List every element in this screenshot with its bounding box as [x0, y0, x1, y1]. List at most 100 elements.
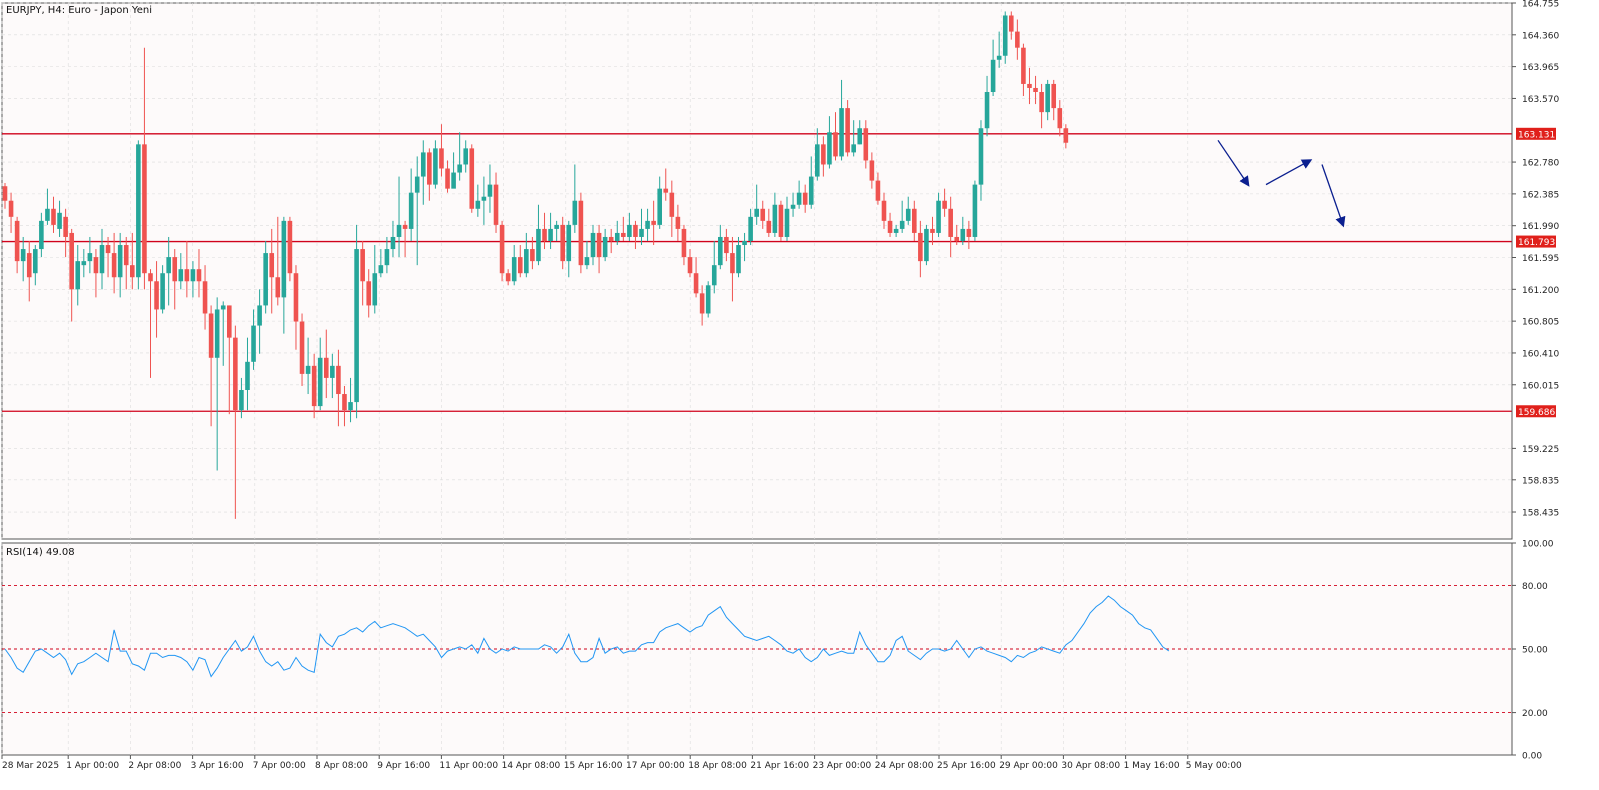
- rsi-title: RSI(14) 49.08: [6, 547, 75, 558]
- candle-body: [693, 273, 699, 294]
- candle-body: [912, 208, 917, 233]
- candle-body: [548, 228, 553, 241]
- candle-body: [875, 180, 881, 201]
- candle-body: [536, 228, 541, 262]
- level-badge: [1516, 405, 1556, 418]
- candle-body: [475, 200, 481, 209]
- candle-body: [166, 257, 171, 274]
- candle-body: [420, 152, 426, 177]
- candle-body: [742, 240, 747, 246]
- candle-body: [942, 200, 947, 209]
- candle-body: [493, 184, 499, 225]
- candle-body: [427, 152, 432, 185]
- candle-body: [936, 200, 941, 233]
- candle-body: [233, 337, 238, 411]
- candle-body: [954, 236, 960, 241]
- price-tick-label: 161.990: [1522, 222, 1559, 232]
- candle-body: [269, 253, 275, 278]
- candle-body: [705, 285, 711, 314]
- price-tick-label: 158.435: [1522, 509, 1559, 519]
- candle-body: [239, 389, 244, 411]
- price-tick-label: 159.225: [1522, 445, 1559, 455]
- candle-body: [821, 144, 826, 165]
- candle-body: [572, 200, 578, 225]
- candle-body: [948, 208, 953, 237]
- candle-body: [639, 228, 644, 237]
- candle-body: [554, 224, 559, 229]
- candle-body: [317, 357, 323, 407]
- candle-body: [802, 192, 808, 205]
- candle-body: [257, 305, 262, 326]
- candle-body: [1008, 15, 1014, 32]
- candle-body: [687, 257, 693, 274]
- candle-body: [178, 269, 184, 282]
- candle-body: [663, 188, 669, 193]
- time-tick-label: 29 Apr 00:00: [999, 761, 1058, 771]
- candle-body: [457, 164, 462, 173]
- time-tick-label: 11 Apr 00:00: [439, 761, 498, 771]
- candle-body: [433, 148, 438, 185]
- candle-body: [1045, 83, 1050, 113]
- time-tick-label: 2 Apr 08:00: [128, 761, 181, 771]
- time-tick-label: 3 Apr 16:00: [191, 761, 244, 771]
- horizontal-levels: [2, 133, 1512, 412]
- candle-body: [924, 228, 929, 262]
- rsi-tick-label: 50.00: [1522, 646, 1548, 656]
- price-tick-label: 160.410: [1522, 349, 1559, 359]
- candle-body: [530, 249, 535, 262]
- candle-body: [105, 245, 111, 254]
- rsi-tick-label: 80.00: [1522, 582, 1548, 592]
- candle-body: [293, 273, 299, 322]
- candle-body: [305, 365, 311, 374]
- candle-body: [511, 257, 517, 282]
- candle-body: [602, 236, 608, 258]
- candle-body: [33, 249, 38, 274]
- candle-body: [930, 228, 935, 233]
- time-tick-label: 23 Apr 00:00: [813, 761, 872, 771]
- candles: [2, 11, 1069, 519]
- candle-body: [378, 265, 384, 274]
- time-tick-label: 24 Apr 08:00: [875, 761, 934, 771]
- candle-body: [481, 196, 487, 201]
- candle-body: [14, 220, 20, 262]
- price-tick-label: 162.385: [1522, 190, 1559, 200]
- price-tick-label: 161.200: [1522, 286, 1559, 296]
- candle-body: [724, 236, 729, 254]
- candle-body: [99, 245, 105, 274]
- candle-body: [487, 184, 493, 197]
- candle-body: [517, 257, 523, 274]
- candle-body: [330, 365, 335, 378]
- candle-body: [342, 394, 347, 411]
- candle-body: [1021, 47, 1026, 84]
- candle-body: [1002, 15, 1008, 56]
- candle-body: [196, 269, 202, 282]
- candle-body: [220, 305, 226, 310]
- candle-body: [75, 261, 81, 290]
- candle-body: [51, 208, 56, 225]
- time-tick-label: 14 Apr 08:00: [502, 761, 561, 771]
- price-tick-label: 163.570: [1522, 95, 1559, 105]
- candle-body: [869, 160, 875, 181]
- candle-body: [81, 261, 87, 266]
- candle-body: [827, 132, 832, 165]
- candle-body: [960, 228, 966, 241]
- price-tick-label: 158.835: [1522, 476, 1559, 486]
- grid: [1, 2, 1512, 755]
- candle-body: [142, 144, 147, 274]
- time-tick-label: 18 Apr 08:00: [688, 761, 747, 771]
- annotation-arrows: [1217, 139, 1346, 228]
- candle-body: [499, 224, 505, 274]
- candle-body: [184, 269, 190, 282]
- candle-body: [281, 220, 287, 298]
- candle-body: [1063, 128, 1069, 143]
- candle-body: [1051, 83, 1057, 109]
- level-badge-label: 159.686: [1518, 408, 1555, 418]
- candle-body: [263, 253, 268, 306]
- time-tick-label: 21 Apr 16:00: [750, 761, 809, 771]
- candle-body: [439, 148, 444, 169]
- candle-body: [299, 321, 305, 374]
- level-badges: 163.131 161.793 159.686: [1516, 127, 1556, 418]
- candle-body: [815, 144, 820, 177]
- annotation-arrow: [1217, 139, 1250, 187]
- candle-body: [584, 257, 590, 266]
